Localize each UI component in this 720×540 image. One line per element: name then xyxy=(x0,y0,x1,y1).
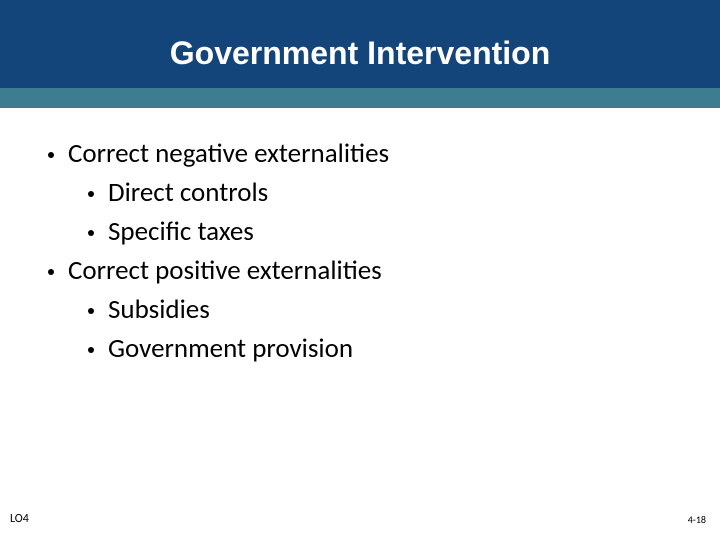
bullet-dot-icon xyxy=(88,191,94,197)
bullet-dot-icon xyxy=(48,152,54,158)
bullet-dot-icon xyxy=(88,230,94,236)
bullet-text: Government provision xyxy=(108,331,353,366)
bullet-text: Direct controls xyxy=(108,175,268,210)
footer-right-pagenum: 4-18 xyxy=(688,513,706,526)
bullet-item: Correct positive externalities xyxy=(48,253,672,288)
bullet-item: Correct negative externalities xyxy=(48,136,672,171)
bullet-subitem: Direct controls xyxy=(88,175,672,210)
content-area: Correct negative externalities Direct co… xyxy=(0,108,720,367)
bullet-subitem: Subsidies xyxy=(88,292,672,327)
bullet-subitem: Government provision xyxy=(88,331,672,366)
slide-title: Government Intervention xyxy=(170,17,551,72)
bullet-text: Subsidies xyxy=(108,292,210,327)
bullet-subitem: Specific taxes xyxy=(88,214,672,249)
bullet-text: Correct negative externalities xyxy=(68,136,389,171)
header-top-band: Government Intervention xyxy=(0,0,720,88)
bullet-text: Specific taxes xyxy=(108,214,254,249)
bullet-dot-icon xyxy=(88,308,94,314)
bullet-text: Correct positive externalities xyxy=(68,253,382,288)
header-band: Government Intervention xyxy=(0,0,720,108)
header-bottom-band xyxy=(0,88,720,108)
bullet-dot-icon xyxy=(48,269,54,275)
bullet-dot-icon xyxy=(88,347,94,353)
footer-left-label: LO4 xyxy=(10,512,29,526)
